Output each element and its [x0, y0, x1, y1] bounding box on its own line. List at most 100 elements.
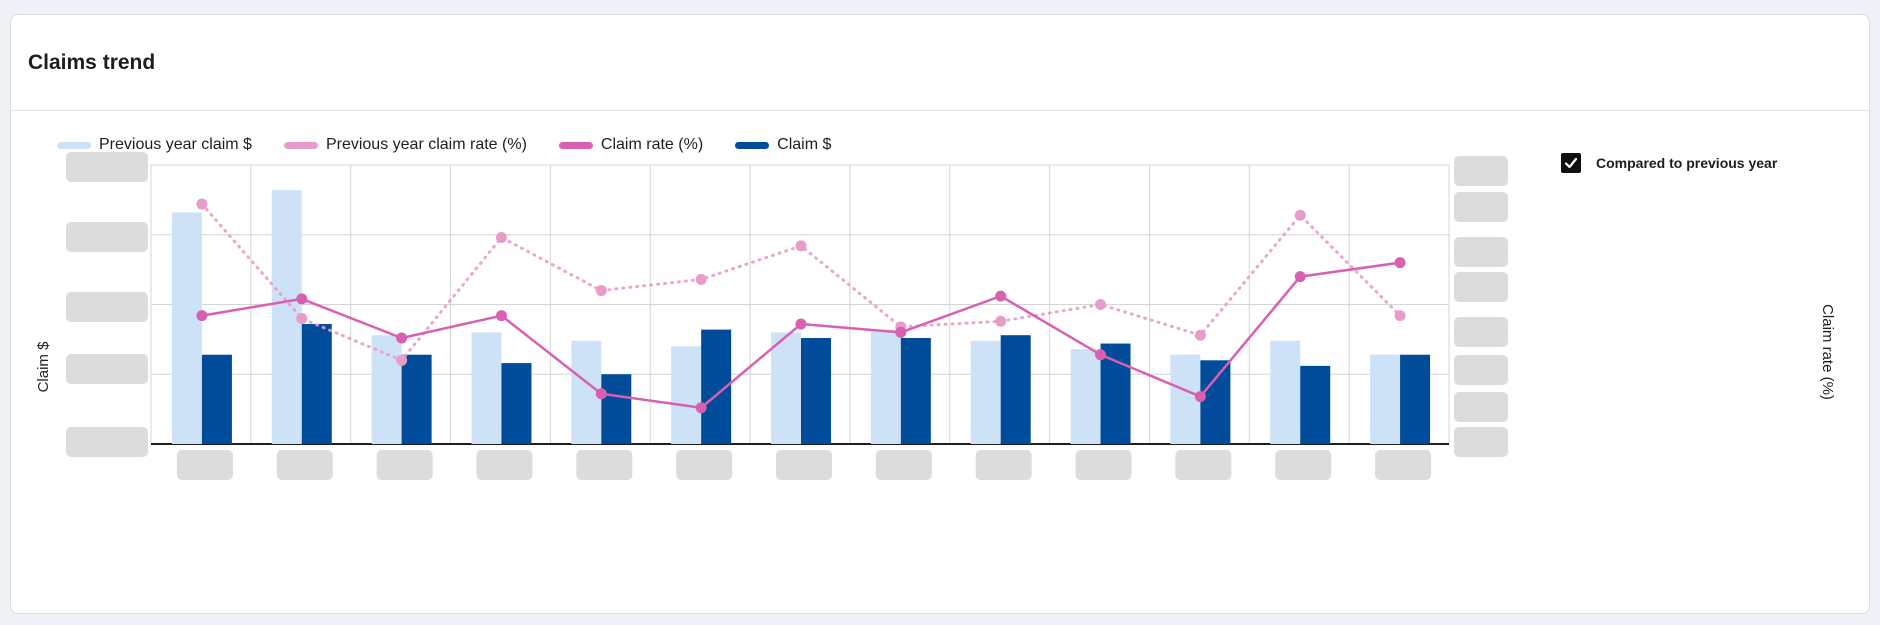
bar-prev-year-claim — [1270, 340, 1301, 444]
claim-rate-point — [1194, 391, 1206, 403]
bar-prev-year-claim — [1370, 354, 1401, 444]
legend-item-rate[interactable]: Claim rate (%) — [558, 136, 704, 154]
prev-year-claim-rate-point — [695, 273, 707, 285]
bar-claim — [801, 337, 831, 444]
bar-claim — [1000, 335, 1031, 444]
claim-rate-point — [1394, 257, 1406, 269]
bar-prev-year-claim — [1170, 354, 1201, 444]
y-tick-label-right — [1454, 427, 1508, 457]
claim-rate-point — [795, 318, 807, 330]
bar-claim — [501, 363, 532, 444]
prev-year-claim-rate-point — [495, 232, 507, 244]
y-tick-label-left — [66, 222, 148, 252]
y-tick-label-right — [1454, 355, 1508, 385]
x-tick-label — [176, 450, 233, 480]
claim-rate-point — [296, 293, 308, 305]
x-tick-label — [875, 450, 932, 480]
blurred-tick-labels — [66, 152, 1508, 480]
x-tick-label — [776, 450, 832, 480]
bar-claim — [1400, 354, 1431, 444]
legend-swatch-prev-claim — [57, 141, 91, 149]
x-tick-label — [1175, 450, 1232, 480]
prev-year-claim-rate-point — [396, 354, 408, 366]
legend-swatch-claim — [735, 141, 770, 149]
claim-rate-point — [895, 326, 907, 338]
claim-rate-point — [495, 310, 507, 322]
legend-label-prev-rate: Previous year claim rate (%) — [325, 136, 527, 153]
claim-rate-point — [396, 332, 408, 344]
x-tick-label — [276, 450, 333, 480]
bar-prev-year-claim — [371, 335, 402, 444]
chart-grid — [150, 164, 1450, 445]
bar-claim — [401, 354, 432, 444]
claim-rate-point — [995, 290, 1007, 302]
bar-claim — [1200, 360, 1231, 444]
y-tick-label-right — [1454, 392, 1508, 422]
y-tick-label-right — [1454, 156, 1508, 186]
legend-swatch-prev-rate — [283, 141, 318, 149]
bar-claim — [301, 324, 332, 444]
y-tick-label-left — [66, 427, 148, 457]
bar-prev-year-claim — [771, 332, 801, 444]
prev-year-claim-rate-point — [795, 240, 807, 252]
y-tick-label-left — [66, 152, 148, 182]
bar-claim — [1100, 343, 1131, 444]
legend-item-prev-rate[interactable]: Previous year claim rate (%) — [283, 136, 527, 154]
y-tick-label-left — [66, 354, 148, 384]
x-tick-label — [376, 450, 433, 480]
claim-rate-point — [695, 402, 707, 414]
y-tick-label-right — [1454, 192, 1508, 222]
bar-prev-year-claim — [1070, 349, 1101, 444]
x-tick-label — [1275, 450, 1332, 480]
bar-prev-year-claim — [970, 340, 1001, 444]
bar-claim — [1300, 365, 1331, 444]
bar-claim — [201, 354, 232, 444]
y-axis-title-left: Claim $ — [35, 341, 52, 393]
prev-year-claim-rate-point — [296, 312, 308, 324]
bar-prev-year-claim — [171, 212, 202, 444]
prev-year-claim-rate-point — [995, 315, 1007, 327]
compare-label: Compared to previous year — [1596, 155, 1778, 171]
prev-year-claim-rate-point — [595, 285, 607, 297]
bar-claim — [601, 374, 632, 444]
prev-year-claim-rate-point — [1095, 299, 1107, 310]
compare-checkbox[interactable] — [1561, 153, 1581, 173]
checkmark-icon — [1564, 157, 1578, 169]
legend-label-claim: Claim $ — [777, 136, 832, 153]
legend-item-prev-claim[interactable]: Previous year claim $ — [57, 136, 252, 154]
x-tick-label — [476, 450, 533, 480]
chart-legend: Previous year claim $ Previous year clai… — [57, 136, 863, 154]
compare-toggle[interactable]: Compared to previous year — [1561, 153, 1777, 173]
chart-lines — [196, 198, 1406, 414]
claim-rate-point — [1095, 349, 1107, 361]
claims-trend-card: Claims trend Previous year claim $ Previ… — [10, 14, 1870, 614]
legend-swatch-rate — [558, 141, 593, 149]
bar-claim — [900, 337, 931, 444]
x-tick-label — [576, 450, 633, 480]
claim-rate-point — [196, 310, 208, 322]
x-tick-label — [1075, 450, 1132, 480]
legend-label-rate: Claim rate (%) — [600, 136, 704, 153]
x-tick-label — [1375, 450, 1432, 480]
card-title: Claims trend — [28, 51, 156, 74]
bar-prev-year-claim — [471, 332, 502, 444]
bar-prev-year-claim — [870, 329, 901, 444]
legend-label-prev-claim: Previous year claim $ — [99, 136, 252, 153]
y-tick-label-right — [1454, 272, 1508, 302]
bar-prev-year-claim — [671, 346, 702, 444]
chart-bars — [171, 190, 1431, 444]
legend-item-claim[interactable]: Claim $ — [735, 136, 831, 154]
y-tick-label-right — [1454, 237, 1508, 267]
y-tick-label-left — [66, 292, 148, 322]
y-axis-title-right: Claim rate (%) — [1819, 304, 1836, 400]
claim-rate-point — [595, 388, 607, 400]
prev-year-claim-rate-point — [1194, 329, 1206, 341]
y-tick-label-right — [1454, 317, 1508, 347]
x-tick-label — [975, 450, 1032, 480]
card-header: Claims trend — [11, 15, 1869, 111]
prev-year-claim-rate-point — [196, 198, 208, 210]
claim-rate-point — [1294, 271, 1306, 283]
prev-year-claim-rate-point — [1394, 310, 1406, 322]
prev-year-claim-rate-point — [1294, 209, 1306, 221]
claims-trend-chart: Claim $ Claim rate (%) — [35, 152, 1836, 480]
